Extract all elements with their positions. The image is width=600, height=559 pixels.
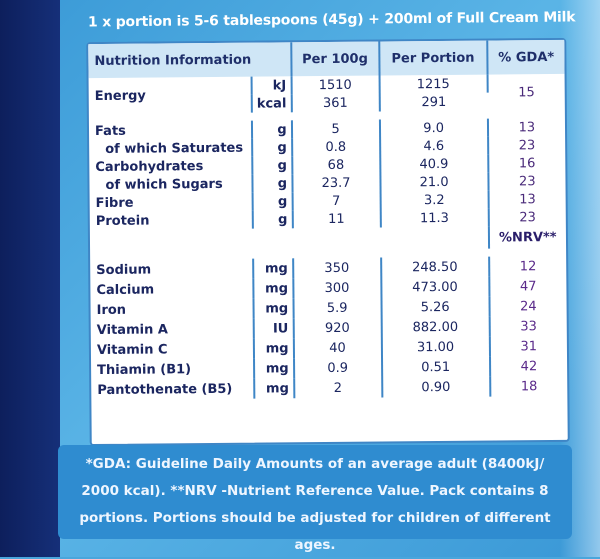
mineral-nrv: 18 [520, 378, 538, 394]
mineral-unit: IU [253, 318, 294, 339]
mineral-per100: 920 [293, 317, 382, 339]
nutrient-unit: g [252, 156, 293, 175]
energy-label: Energy [88, 76, 252, 115]
nutrient-portion: 40.9 [379, 154, 489, 174]
nutrient-label: Carbohydrates [89, 156, 253, 177]
nutrient-label: Fats [88, 120, 253, 141]
nutrient-gda: 23 [518, 173, 536, 189]
nutrient-label: Protein [89, 210, 253, 231]
nutrient-unit: g [252, 138, 292, 157]
mineral-label: Iron [90, 298, 254, 321]
nutrient-gda: 13 [519, 191, 536, 207]
nrv-header: %NRV** [498, 229, 557, 246]
mineral-portion: 5.26 [381, 296, 490, 318]
footnote-box: *GDA: Guideline Daily Amounts of an aver… [58, 445, 572, 553]
nutrient-per100: 5 [291, 119, 380, 139]
mineral-unit: mg [253, 298, 294, 319]
nutrient-gda: 13 [518, 119, 536, 135]
nutrient-portion: 3.2 [380, 190, 489, 210]
header-per-100g: Per 100g [290, 41, 380, 77]
nutrient-portion: 21.0 [379, 172, 489, 192]
energy-gda: 15 [518, 84, 535, 100]
header-per-portion: Per Portion [378, 40, 488, 76]
header-nutrition-information: Nutrition Information [88, 42, 292, 79]
mineral-portion: 882.00 [381, 316, 490, 338]
table-row-energy-kj: Energy kJ 1510 1215 15 [88, 74, 565, 115]
mineral-portion: 473.00 [380, 276, 490, 298]
nutrient-unit: g [252, 192, 293, 211]
portion-header: 1 x portion is 5-6 tablespoons (45g) + 2… [87, 9, 576, 31]
mineral-unit: mg [253, 258, 293, 279]
energy-unit-kcal: kcal [251, 94, 292, 113]
mineral-per100: 0.9 [293, 357, 382, 379]
mineral-label: Sodium [90, 258, 254, 281]
mineral-nrv: 31 [520, 338, 538, 354]
mineral-unit: mg [253, 278, 294, 299]
mineral-portion: 31.00 [381, 336, 490, 358]
header-gda: % GDA* [486, 39, 565, 75]
nutrient-per100: 23.7 [292, 173, 381, 193]
mineral-label: Thiamin (B1) [91, 358, 255, 381]
nutrient-per100: 7 [292, 191, 381, 211]
mineral-label: Vitamin C [90, 338, 255, 361]
mineral-per100: 2 [293, 377, 382, 399]
mineral-label: Calcium [90, 278, 254, 301]
nutrient-per100: 0.8 [291, 137, 380, 157]
mineral-portion: 0.51 [381, 356, 490, 378]
mineral-unit: mg [254, 358, 294, 379]
mineral-per100: 300 [292, 277, 382, 299]
mineral-per100: 350 [292, 257, 381, 279]
energy-kcal-portion: 291 [421, 94, 447, 110]
energy-unit-kj: kJ [251, 76, 292, 95]
table-row: Pantothenate (B5) mg 2 0.90 18 [91, 376, 567, 401]
mineral-nrv: 47 [519, 278, 537, 294]
nutrient-portion: 9.0 [379, 118, 488, 138]
nutrient-gda: 23 [519, 209, 536, 225]
nutrient-unit: g [251, 120, 292, 139]
mineral-nrv: 24 [520, 298, 537, 314]
mineral-nrv: 12 [519, 258, 537, 274]
nutrient-unit: g [252, 210, 293, 229]
mineral-portion: 248.50 [380, 256, 489, 278]
energy-kj-per100: 1510 [291, 75, 380, 95]
nutrient-label: of which Saturates [89, 138, 253, 159]
nutrient-unit: g [252, 174, 293, 193]
nutrient-label: of which Sugars [89, 174, 253, 195]
nutrient-per100: 11 [292, 209, 381, 229]
nutrition-table: Nutrition Information Per 100g Per Porti… [88, 39, 567, 401]
nutrient-per100: 68 [291, 155, 380, 175]
mineral-label: Vitamin A [90, 318, 254, 341]
mineral-label: Pantothenate (B5) [91, 378, 255, 401]
nutrient-label: Fibre [89, 192, 253, 213]
mineral-unit: mg [254, 378, 294, 399]
nutrient-gda: 16 [518, 155, 536, 171]
mineral-unit: mg [253, 338, 294, 359]
table-header-row: Nutrition Information Per 100g Per Porti… [88, 39, 565, 79]
mineral-nrv: 42 [520, 358, 538, 374]
nutrient-gda: 23 [518, 137, 536, 153]
mineral-per100: 5.9 [293, 297, 382, 319]
mineral-per100: 40 [293, 337, 382, 359]
energy-kj-portion: 1215 [379, 74, 488, 94]
nutrient-portion: 4.6 [379, 136, 488, 156]
nutrition-table-panel: Nutrition Information Per 100g Per Porti… [86, 37, 570, 447]
mineral-nrv: 33 [520, 318, 537, 334]
mineral-portion: 0.90 [381, 376, 490, 398]
energy-kcal-per100: 361 [291, 93, 380, 113]
nutrient-portion: 11.3 [380, 208, 489, 228]
